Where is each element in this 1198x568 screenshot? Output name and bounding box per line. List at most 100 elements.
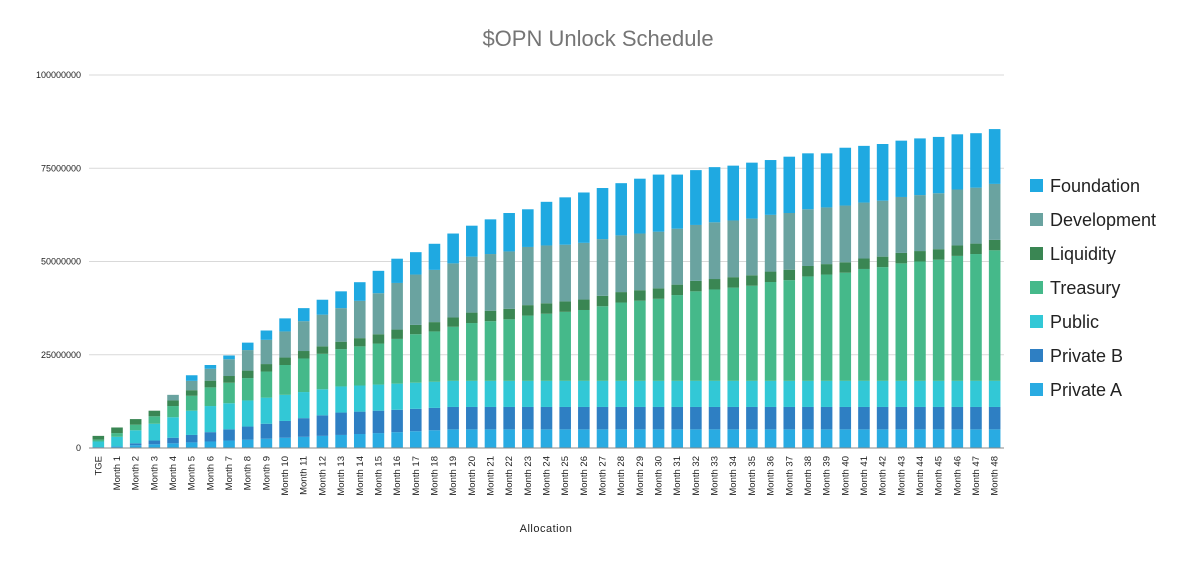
legend-swatch bbox=[1030, 315, 1043, 328]
bar-segment-foundation bbox=[615, 183, 627, 236]
x-tick-label: Month 44 bbox=[915, 456, 926, 496]
bar-segment-foundation bbox=[988, 129, 1001, 184]
bar-segment-private-b bbox=[466, 406, 478, 430]
bar-segment-development bbox=[279, 331, 291, 358]
bar-segment-private-b bbox=[783, 406, 796, 430]
bar-segment-treasury bbox=[484, 321, 497, 381]
bar-segment-treasury bbox=[746, 285, 758, 381]
bar-segment-liquidity bbox=[820, 264, 833, 275]
bar-stack bbox=[391, 258, 403, 448]
bar-segment-foundation bbox=[970, 133, 982, 188]
bar-segment-treasury bbox=[596, 306, 609, 381]
x-tick-label: Month 38 bbox=[803, 456, 814, 496]
bar-segment-foundation bbox=[466, 225, 478, 257]
x-tick-label: Month 9 bbox=[261, 456, 272, 490]
bar-stack bbox=[540, 201, 553, 448]
bar-segment-private-b bbox=[671, 406, 684, 430]
bar-segment-development bbox=[428, 269, 441, 323]
bar-stack bbox=[185, 375, 198, 448]
bar-segment-private-a bbox=[708, 429, 721, 448]
bar-segment-development bbox=[783, 213, 796, 270]
bar-segment-treasury bbox=[951, 255, 964, 381]
bar-segment-liquidity bbox=[391, 329, 403, 339]
bar-segment-private-a bbox=[167, 443, 179, 448]
bar-stack bbox=[764, 160, 777, 448]
bar-stack bbox=[652, 174, 665, 448]
bar-segment-treasury bbox=[335, 349, 347, 387]
bar-segment-private-b bbox=[540, 406, 553, 430]
bar-segment-public bbox=[615, 380, 627, 407]
bar-segment-foundation bbox=[223, 355, 235, 360]
bar-segment-private-a bbox=[970, 429, 982, 448]
bar-segment-private-a bbox=[578, 429, 590, 448]
bar-stack bbox=[353, 282, 366, 448]
bar-segment-public bbox=[727, 380, 740, 407]
bar-segment-liquidity bbox=[783, 269, 796, 281]
x-tick-label: Month 1 bbox=[112, 456, 123, 490]
bar-stack bbox=[671, 174, 684, 448]
bar-segment-public bbox=[316, 389, 329, 416]
bar-segment-foundation bbox=[503, 213, 515, 252]
bar-stack bbox=[428, 243, 441, 448]
legend-label: Development bbox=[1050, 210, 1156, 230]
bar-segment-foundation bbox=[727, 165, 740, 221]
bar-segment-private-b bbox=[708, 406, 721, 430]
bar-segment-foundation bbox=[783, 156, 796, 214]
bar-segment-liquidity bbox=[858, 258, 870, 269]
bar-segment-development bbox=[764, 214, 777, 272]
bar-segment-public bbox=[671, 380, 684, 407]
bar-segment-public bbox=[522, 380, 534, 407]
y-tick-label: 75000000 bbox=[41, 163, 81, 173]
bar-segment-treasury bbox=[802, 276, 814, 381]
legend-swatch bbox=[1030, 349, 1043, 362]
bar-segment-liquidity bbox=[410, 324, 422, 335]
legend-label: Treasury bbox=[1050, 278, 1120, 298]
bar-segment-treasury bbox=[316, 353, 329, 390]
bar-segment-public bbox=[260, 397, 273, 424]
bar-segment-foundation bbox=[820, 153, 833, 208]
bar-segment-foundation bbox=[578, 192, 590, 243]
bar-segment-liquidity bbox=[746, 275, 758, 286]
x-axis-label: Allocation bbox=[520, 523, 573, 535]
bar-segment-private-b bbox=[895, 406, 908, 430]
bar-segment-liquidity bbox=[335, 341, 347, 350]
bar-segment-public bbox=[223, 403, 235, 430]
bar-segment-liquidity bbox=[223, 376, 235, 383]
bar-segment-development bbox=[615, 235, 627, 293]
bar-segment-public bbox=[241, 400, 254, 427]
legend-swatch bbox=[1030, 281, 1043, 294]
x-tick-label: Month 31 bbox=[672, 456, 683, 496]
x-tick-label: Month 37 bbox=[784, 456, 795, 496]
bar-stack bbox=[746, 162, 758, 448]
bar-segment-private-a bbox=[466, 429, 478, 448]
bar-segment-private-a bbox=[764, 429, 777, 448]
x-tick-label: Month 26 bbox=[579, 456, 590, 496]
x-tick-label: Month 36 bbox=[766, 456, 777, 496]
bar-segment-private-b bbox=[297, 418, 310, 437]
x-tick-label: Month 32 bbox=[691, 456, 702, 496]
bar-segment-public bbox=[297, 392, 310, 419]
bar-segment-treasury bbox=[914, 261, 926, 381]
bar-segment-development bbox=[447, 263, 459, 318]
bar-segment-treasury bbox=[92, 439, 105, 442]
bar-segment-private-b bbox=[410, 408, 422, 432]
bar-segment-liquidity bbox=[876, 256, 889, 268]
bar-segment-treasury bbox=[970, 254, 982, 381]
bar-segment-private-a bbox=[951, 429, 964, 448]
x-tick-label: Month 20 bbox=[467, 456, 478, 496]
bar-stack bbox=[932, 136, 945, 448]
bar-segment-treasury bbox=[466, 323, 478, 381]
x-tick-label: Month 15 bbox=[373, 456, 384, 496]
bar-segment-private-a bbox=[876, 429, 889, 448]
bar-segment-foundation bbox=[951, 134, 964, 190]
bar-segment-treasury bbox=[578, 309, 590, 381]
bar-segment-treasury bbox=[764, 282, 777, 381]
bar-segment-private-a bbox=[559, 429, 571, 448]
bar-segment-development bbox=[484, 254, 497, 311]
bar-segment-private-a bbox=[260, 438, 273, 448]
x-tick-label: Month 45 bbox=[934, 456, 945, 496]
bar-segment-foundation bbox=[858, 145, 870, 203]
bar-segment-foundation bbox=[522, 209, 534, 247]
bar-segment-liquidity bbox=[241, 370, 254, 379]
bar-segment-treasury bbox=[652, 298, 665, 381]
